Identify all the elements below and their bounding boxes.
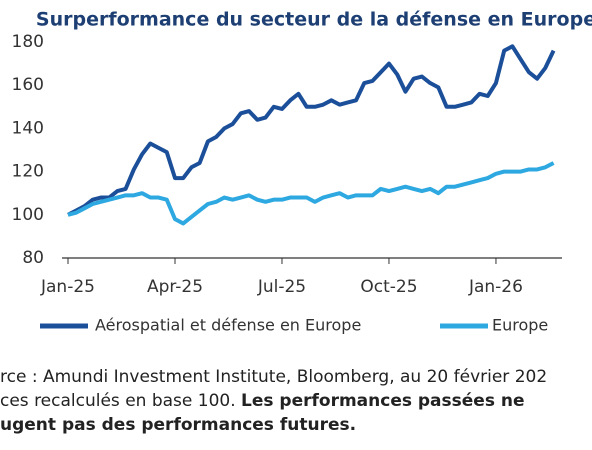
x-tick-label: Jan-25 [40, 277, 95, 297]
disclaimer: Les performances passées ne [241, 391, 525, 411]
x-tick-label: Apr-25 [147, 277, 203, 297]
y-tick-label: 80 [22, 248, 44, 268]
y-tick-label: 160 [12, 75, 44, 95]
chart: Surperformance du secteur de la défense … [12, 9, 592, 335]
series-line [67, 44, 556, 217]
x-tick-label: Jul-25 [257, 277, 306, 297]
base-note: ces recalculés en base 100. Les performa… [0, 391, 525, 411]
x-tick-label: Jan-26 [468, 277, 523, 297]
chart-title: Surperformance du secteur de la défense … [36, 9, 592, 31]
y-tick-label: 120 [12, 162, 44, 182]
legend-label: Aérospatial et défense en Europe [95, 316, 361, 335]
base-text: ces recalculés en base 100. [0, 391, 236, 411]
legend-label: Europe [492, 316, 548, 335]
source-note: rce : Amundi Investment Institute, Bloom… [0, 367, 548, 387]
x-tick-label: Oct-25 [360, 277, 417, 297]
y-tick-label: 180 [12, 32, 44, 52]
y-tick-label: 100 [12, 205, 44, 225]
y-tick-label: 140 [12, 118, 44, 138]
series-line [67, 161, 555, 226]
disclaimer: ugent pas des performances futures. [0, 415, 357, 435]
